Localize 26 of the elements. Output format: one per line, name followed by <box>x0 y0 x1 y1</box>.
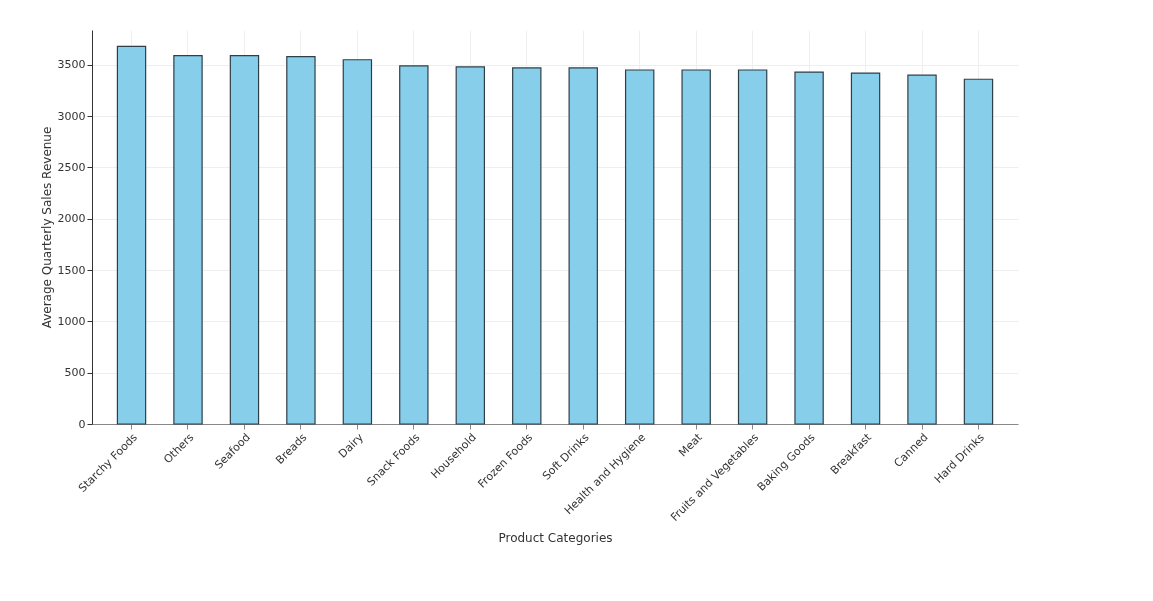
bar <box>737 69 768 425</box>
bar <box>286 56 316 425</box>
y-tick-label: 2500 <box>57 160 86 174</box>
y-tick-label: 3500 <box>57 58 86 72</box>
bar <box>455 66 486 425</box>
bar <box>624 69 655 425</box>
bar <box>512 67 542 425</box>
bar <box>229 55 260 425</box>
y-tick-label: 2000 <box>57 212 86 226</box>
bar <box>850 72 881 425</box>
bar <box>907 74 937 425</box>
bar <box>342 59 373 425</box>
bar <box>794 71 824 425</box>
bar <box>963 78 994 425</box>
y-tick-label: 3000 <box>57 109 86 123</box>
bar <box>173 55 203 425</box>
y-tick-label: 0 <box>78 417 86 431</box>
y-axis-title: Average Quarterly Sales Revenue <box>39 126 54 329</box>
bar <box>681 69 711 425</box>
bar <box>568 67 598 425</box>
y-tick-label: 500 <box>64 366 86 380</box>
x-axis-title: Product Categories <box>498 531 613 546</box>
y-tick-label: 1500 <box>57 263 86 277</box>
y-tick-label: 1000 <box>57 314 86 328</box>
bar <box>399 65 429 425</box>
bar <box>116 45 147 425</box>
